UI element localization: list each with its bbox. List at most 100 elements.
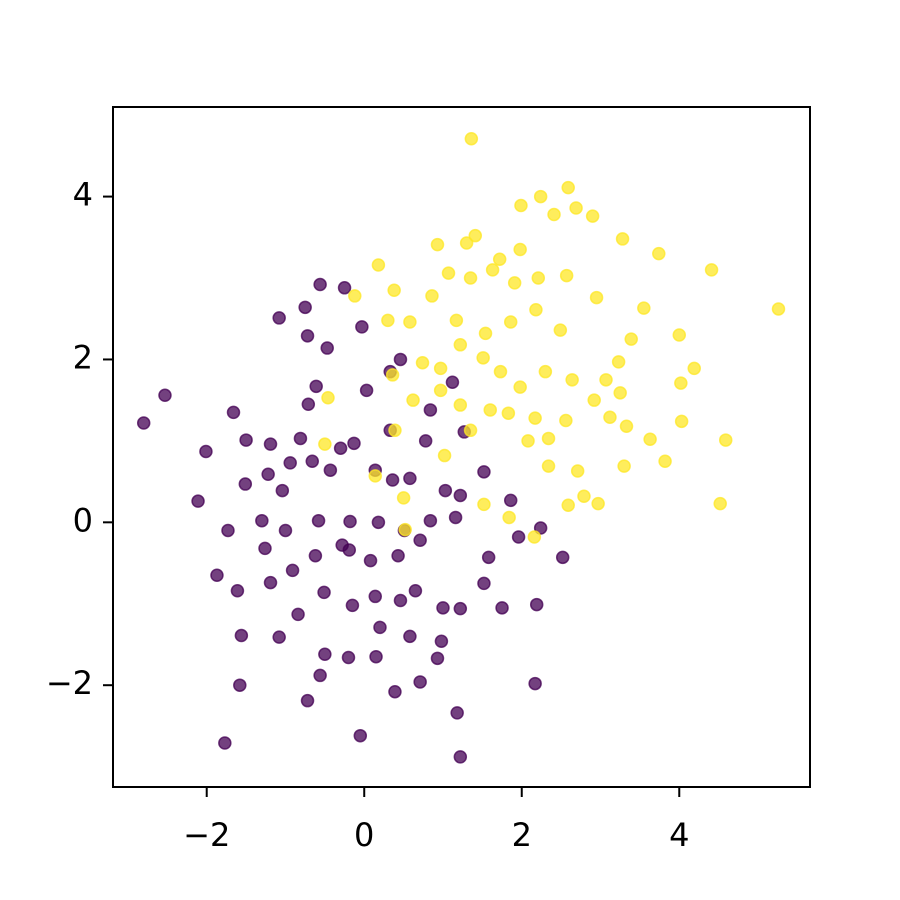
point [369, 649, 383, 664]
point [239, 433, 253, 447]
point [477, 465, 491, 479]
point [559, 413, 573, 428]
point [493, 364, 508, 379]
point [272, 630, 286, 644]
point [430, 237, 445, 252]
point [398, 522, 412, 537]
point [559, 268, 574, 283]
point [333, 441, 348, 455]
point [611, 355, 626, 369]
point [218, 736, 232, 750]
point [492, 252, 507, 267]
point [191, 494, 205, 508]
point [453, 488, 468, 503]
point [406, 393, 420, 407]
point [210, 568, 224, 583]
point [624, 332, 638, 346]
point [704, 263, 719, 277]
point [363, 553, 378, 568]
point [158, 388, 172, 403]
point [483, 403, 497, 417]
point [433, 361, 448, 376]
point [570, 464, 585, 478]
point [637, 301, 651, 315]
point [569, 201, 583, 215]
point [533, 521, 548, 535]
point [317, 585, 331, 600]
y-tick-label: 4 [73, 176, 93, 214]
point [555, 550, 570, 565]
point [413, 675, 427, 689]
point [371, 515, 386, 530]
point [278, 523, 293, 538]
point [441, 266, 456, 280]
point [311, 513, 326, 528]
point [285, 563, 300, 578]
point [477, 576, 491, 591]
point [373, 620, 387, 635]
point [529, 303, 543, 317]
point [300, 693, 315, 708]
point [501, 406, 516, 420]
point [521, 434, 535, 448]
point [413, 533, 427, 547]
point [408, 583, 423, 598]
point [385, 368, 400, 382]
point [403, 629, 417, 644]
point [448, 510, 463, 525]
point [507, 276, 522, 290]
point [313, 277, 327, 292]
point [531, 271, 546, 285]
x-tick-label: 4 [669, 816, 689, 854]
point [617, 459, 631, 473]
point [272, 311, 286, 325]
point [345, 598, 360, 613]
point [233, 678, 247, 692]
point [528, 411, 542, 425]
point [403, 315, 417, 329]
point [263, 575, 278, 590]
point [565, 373, 579, 387]
point [599, 373, 613, 387]
point [652, 246, 666, 261]
point [381, 313, 395, 328]
point [388, 423, 402, 438]
point [587, 393, 601, 407]
y-tick-label: 0 [73, 501, 93, 539]
point [445, 375, 460, 390]
point [450, 706, 464, 720]
point [528, 676, 542, 691]
point [513, 242, 527, 257]
point [453, 601, 468, 616]
point [434, 634, 449, 648]
point [391, 548, 405, 563]
point [615, 232, 630, 246]
point [305, 454, 320, 469]
point [396, 491, 411, 505]
point [687, 361, 701, 376]
point [308, 548, 323, 563]
point [485, 263, 500, 277]
point [436, 601, 450, 615]
point [529, 597, 544, 612]
point [238, 477, 253, 491]
point [418, 434, 433, 448]
point [263, 437, 278, 451]
point [771, 302, 786, 316]
point [425, 289, 439, 303]
point [359, 383, 374, 398]
point [619, 419, 634, 433]
point [234, 628, 249, 643]
point [547, 207, 561, 222]
point [503, 493, 518, 508]
point [313, 668, 327, 683]
point [674, 376, 688, 390]
point [438, 483, 453, 498]
point [613, 386, 627, 400]
point [323, 463, 338, 477]
point [353, 728, 368, 743]
point [275, 483, 290, 498]
point [718, 433, 733, 447]
point [293, 431, 308, 446]
